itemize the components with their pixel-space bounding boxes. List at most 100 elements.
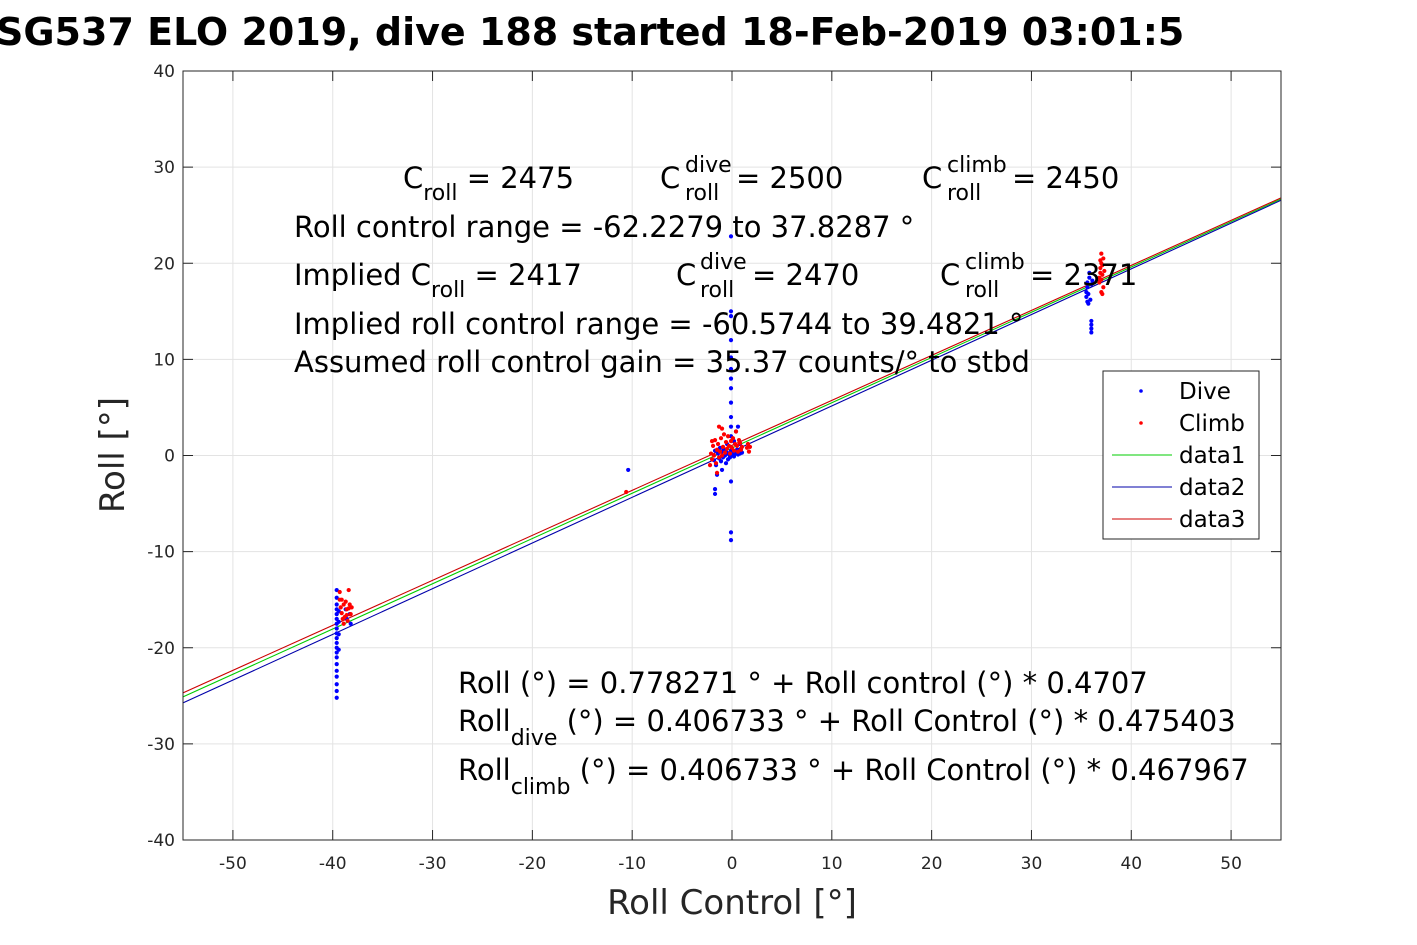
- annotation-c-roll: Croll = 2475: [403, 161, 574, 206]
- annotation-implied-dive: C: [676, 258, 696, 292]
- point-climb: [339, 597, 344, 602]
- point-dive: [728, 530, 734, 535]
- point-dive: [626, 467, 631, 473]
- point-climb: [710, 443, 716, 448]
- point-climb: [709, 457, 715, 462]
- y-tick-label: -30: [147, 735, 175, 755]
- point-dive: [336, 619, 341, 624]
- point-climb: [722, 450, 728, 455]
- point-dive: [728, 537, 734, 543]
- point-dive: [334, 595, 339, 600]
- legend-label-data2: data2: [1179, 475, 1245, 501]
- point-dive: [735, 424, 741, 429]
- annotation-fit-dive: Rolldive (°) = 0.406733 ° + Roll Control…: [458, 704, 1236, 751]
- y-tick-label: -20: [147, 639, 175, 659]
- point-climb: [718, 436, 724, 441]
- chart-title: SG537 ELO 2019, dive 188 started 18-Feb-…: [0, 10, 1184, 54]
- point-climb: [1099, 277, 1104, 282]
- point-dive: [334, 626, 339, 631]
- point-dive: [728, 338, 734, 343]
- point-climb: [346, 587, 351, 593]
- point-dive: [336, 632, 341, 637]
- legend-marker-dive: [1139, 389, 1143, 393]
- point-dive: [334, 587, 339, 593]
- point-dive: [728, 424, 734, 429]
- point-climb: [716, 424, 722, 429]
- point-climb: [1100, 291, 1105, 297]
- x-tick-label: 20: [921, 854, 943, 874]
- point-dive: [1085, 280, 1090, 285]
- point-dive: [1088, 297, 1093, 302]
- annotation-implied-climb-value: = 2371: [1030, 258, 1137, 292]
- point-dive: [334, 602, 339, 607]
- point-dive: [728, 479, 734, 484]
- point-dive: [1089, 282, 1094, 287]
- point-dive: [718, 459, 724, 464]
- point-climb: [341, 621, 346, 626]
- point-dive: [1089, 322, 1094, 327]
- point-dive: [334, 674, 339, 679]
- point-climb: [721, 432, 727, 437]
- point-climb: [1101, 285, 1106, 290]
- point-climb: [731, 448, 737, 453]
- point-climb: [1100, 263, 1105, 268]
- point-climb: [1098, 258, 1103, 263]
- point-dive: [334, 695, 339, 700]
- legend: Dive Climb data1 data2 data3: [1102, 370, 1260, 540]
- point-climb: [719, 453, 725, 458]
- annotation-implied-climb: C: [940, 258, 960, 292]
- point-climb: [715, 441, 721, 447]
- point-climb: [746, 449, 752, 454]
- y-tick-label: 10: [153, 350, 175, 370]
- legend-label-data1: data1: [1179, 443, 1245, 469]
- annotation-c-roll-dive-value: = 2500: [736, 161, 843, 195]
- point-dive: [334, 640, 339, 646]
- annotation-fit-climb: Rollclimb (°) = 0.406733 ° + Roll Contro…: [458, 753, 1249, 800]
- point-dive: [1087, 270, 1092, 275]
- point-dive: [334, 655, 339, 660]
- annotation-c-roll-climb-sup: climb: [947, 153, 1007, 178]
- point-dive: [728, 400, 734, 405]
- point-climb: [719, 426, 725, 431]
- point-climb: [714, 470, 720, 475]
- point-dive: [336, 609, 341, 614]
- point-dive: [723, 461, 729, 466]
- point-climb: [739, 444, 745, 449]
- annotation-c-roll-dive-sub: roll: [685, 181, 719, 206]
- point-dive: [712, 491, 718, 497]
- annotation-implied-dive-value: = 2470: [752, 258, 859, 292]
- point-climb: [711, 453, 717, 458]
- point-climb: [730, 436, 736, 441]
- point-dive: [1086, 291, 1091, 297]
- point-climb: [713, 461, 719, 466]
- point-climb: [337, 589, 342, 595]
- point-dive: [728, 234, 734, 239]
- point-climb: [624, 489, 629, 495]
- y-tick-label: 0: [164, 447, 175, 467]
- point-dive: [719, 467, 725, 473]
- x-tick-label: -40: [319, 854, 347, 874]
- point-climb: [343, 599, 348, 604]
- x-tick-label: -30: [419, 854, 447, 874]
- y-tick-label: 20: [153, 254, 175, 274]
- point-climb: [723, 439, 729, 445]
- point-dive: [728, 309, 734, 314]
- annotation-gain: Assumed roll control gain = 35.37 counts…: [294, 345, 1030, 379]
- point-dive: [334, 661, 339, 667]
- point-dive: [728, 314, 734, 319]
- point-dive: [728, 376, 734, 381]
- point-climb: [1102, 268, 1107, 274]
- point-dive: [334, 668, 339, 673]
- point-climb: [345, 618, 350, 623]
- point-dive: [1089, 318, 1094, 324]
- x-axis-label: Roll Control [°]: [607, 883, 857, 923]
- annotation-c-roll-climb-value: = 2450: [1012, 161, 1119, 195]
- point-climb: [717, 449, 723, 454]
- point-climb: [1101, 256, 1106, 261]
- legend-label-climb: Climb: [1179, 411, 1245, 437]
- annotation-c-roll-climb-sub: roll: [947, 181, 981, 206]
- annotation-implied-dive-sup: dive: [700, 250, 747, 275]
- annotation-fit-all: Roll (°) = 0.778271 ° + Roll control (°)…: [458, 666, 1148, 700]
- point-climb: [344, 612, 349, 618]
